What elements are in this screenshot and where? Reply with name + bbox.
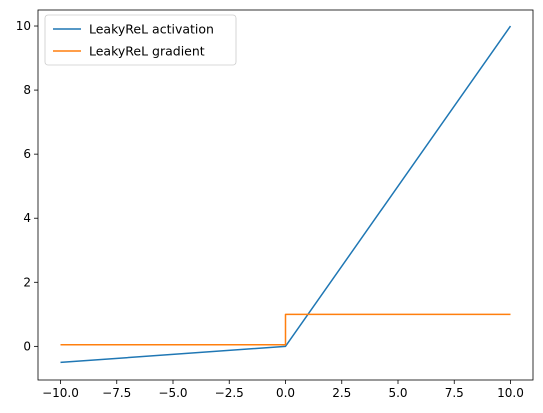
x-tick-label: 10.0 [497,386,524,400]
x-tick-label: 0.0 [276,386,295,400]
x-tick-label: 2.5 [332,386,351,400]
x-tick-label: 7.5 [445,386,464,400]
y-tick-label: 0 [23,339,31,353]
y-tick-label: 10 [16,19,31,33]
ticks-layer: −10.0 −7.5 −5.0 −2.5 0.0 2.5 5.0 7.5 10.0 0 2 4 6 8 10 [16,19,524,400]
y-tick-label: 4 [23,211,31,225]
legend-box [44,14,237,66]
y-tick-label: 8 [23,83,31,97]
series-layer [60,25,512,364]
series-line-1 [60,313,511,346]
x-tick-label: −5.0 [158,386,187,400]
x-tick-label: −10.0 [42,386,79,400]
legend-label-1: LeakyReL gradient [89,44,205,59]
x-tick-label: 5.0 [388,386,407,400]
x-tick-label: −2.5 [215,386,244,400]
legend: LeakyReL activation LeakyReL gradient [44,14,237,66]
x-tick-label: −7.5 [102,386,131,400]
y-tick-label: 6 [23,147,31,161]
legend-label-0: LeakyReL activation [89,22,214,37]
y-tick-label: 2 [23,275,31,289]
series-line-0 [60,25,512,364]
